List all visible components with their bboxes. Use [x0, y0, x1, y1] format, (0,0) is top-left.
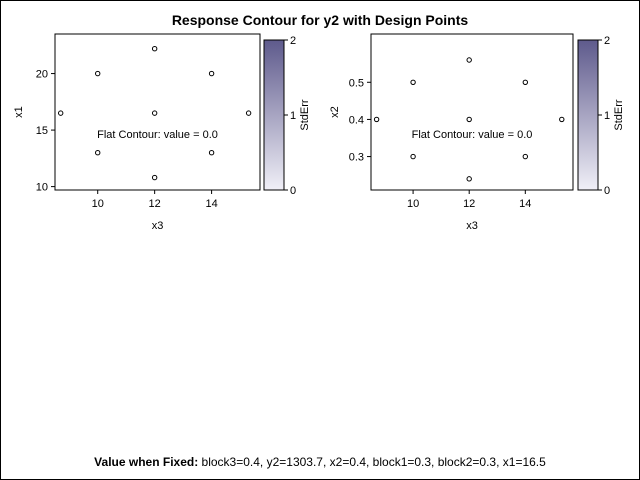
- plot1-design-point-5: [245, 110, 252, 116]
- plot2-x-tick-label-2: 14: [519, 198, 531, 210]
- plot1-design-point-2: [208, 70, 215, 77]
- plot2-y-tick-label-0: 0.3: [349, 152, 364, 164]
- plot2-design-point-0: [466, 57, 472, 63]
- plot1-design-point-3: [57, 110, 64, 116]
- plot2-x-axis-label: x3: [466, 220, 478, 232]
- plot1-design-point-4: [151, 110, 158, 116]
- plot2-design-point-2: [522, 79, 529, 85]
- plot1-colorbar: [263, 39, 285, 191]
- plot1-y-tick-label-2: 20: [36, 69, 48, 81]
- plot2-plot-area: [370, 33, 574, 191]
- footnote-label: Value when Fixed:: [94, 455, 199, 469]
- plot2-design-point-8: [466, 176, 472, 182]
- plot1-y-tick-label-0: 10: [36, 182, 48, 194]
- plot1-design-point-8: [151, 174, 158, 181]
- plot1-x-axis-label: x3: [152, 220, 164, 232]
- plot2-design-point-4: [466, 116, 472, 123]
- plot2-colorbar-tick-label-0: 0: [604, 185, 610, 197]
- plot2-design-point-5: [559, 116, 565, 123]
- plot1-design-point-1: [95, 70, 101, 77]
- plot1-colorbar-tick-label-1: 1: [290, 110, 296, 122]
- plot2-x-tick-label-0: 10: [407, 198, 419, 210]
- plot2-y-axis-label: x2: [329, 106, 341, 118]
- plot2-design-point-1: [410, 79, 416, 85]
- plot1-colorbar-tick-label-0: 0: [290, 185, 296, 197]
- plot2-design-point-3: [373, 116, 380, 123]
- plot2-design-point-7: [522, 153, 529, 160]
- plot1-x-tick-label-1: 12: [149, 198, 161, 210]
- plot1-y-axis-label: x1: [13, 106, 25, 118]
- plot1-design-point-7: [208, 149, 215, 156]
- plot1-x-tick-label-0: 10: [92, 198, 104, 210]
- plot1-design-point-0: [151, 45, 158, 52]
- plot2-flat-contour-annotation: Flat Contour: value = 0.0: [412, 129, 533, 141]
- plot1-plot-area: [54, 33, 261, 191]
- chart-title: Response Contour for y2 with Design Poin…: [171, 12, 469, 28]
- plot2-colorbar-tick-label-1: 1: [604, 110, 610, 122]
- fixed-values-footnote: Value when Fixed: block3=0.4, y2=1303.7,…: [0, 455, 640, 469]
- plot1-y-tick-label-1: 15: [36, 125, 48, 137]
- plot1-flat-contour-annotation: Flat Contour: value = 0.0: [97, 129, 218, 141]
- plot2-x-tick-label-1: 12: [463, 198, 475, 210]
- plot2-colorbar-label: StdErr: [613, 99, 625, 131]
- plot1-colorbar-label: StdErr: [299, 99, 311, 131]
- footnote-text: block3=0.4, y2=1303.7, x2=0.4, block1=0.…: [201, 455, 546, 469]
- plot1-x-tick-label-2: 14: [205, 198, 217, 210]
- plot1-colorbar-tick-label-2: 2: [290, 35, 296, 47]
- plot1-design-point-6: [95, 149, 101, 156]
- plot2-design-point-6: [410, 153, 416, 160]
- plot2-y-tick-label-2: 0.5: [349, 77, 364, 89]
- plot2-colorbar-tick-label-2: 2: [604, 35, 610, 47]
- plot2-y-tick-label-1: 0.4: [349, 114, 364, 126]
- plot2-colorbar: [577, 39, 599, 191]
